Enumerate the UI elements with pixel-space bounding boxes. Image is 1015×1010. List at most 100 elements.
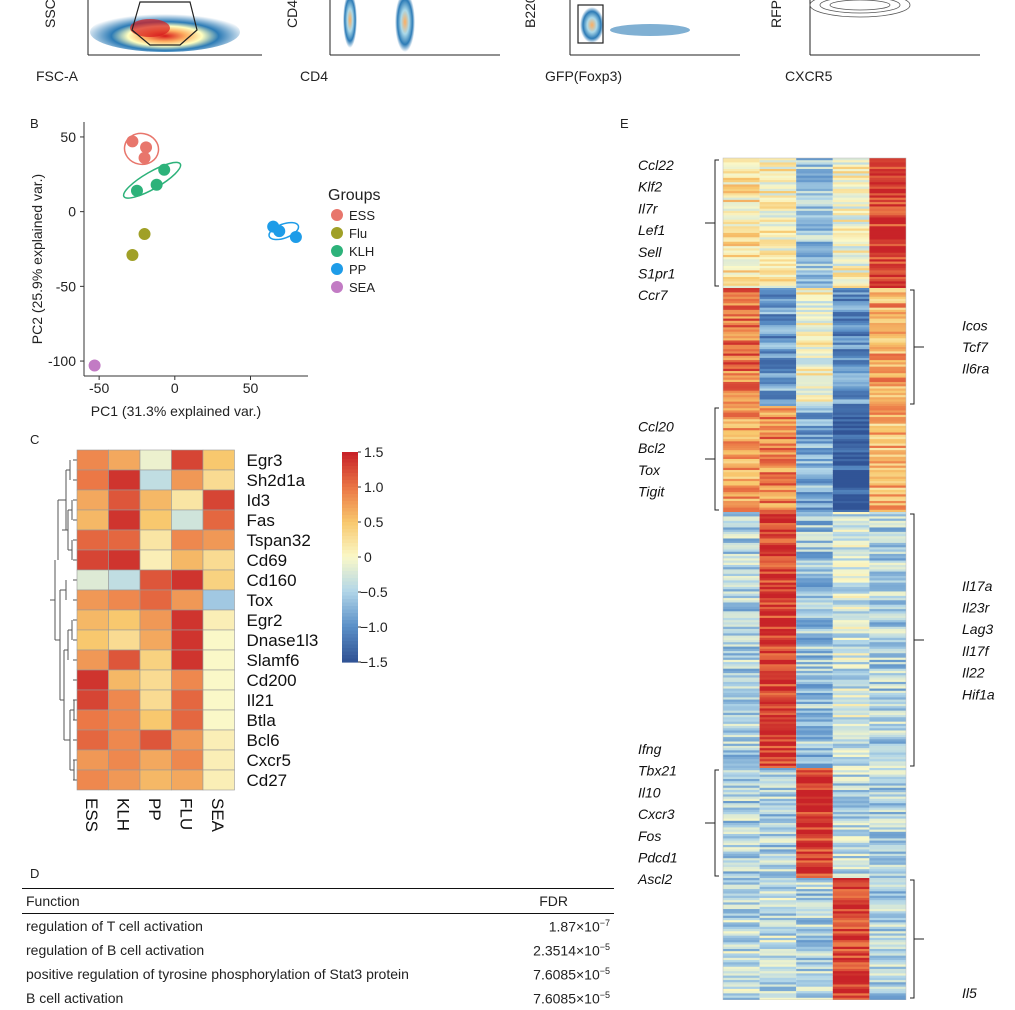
go-table: Function FDR regulation of T cell activa…	[22, 888, 614, 1010]
go-table-row: B cell activation 7.6085×10−5	[22, 986, 614, 1010]
pca-point	[126, 248, 139, 261]
cluster-gene-label: Il22	[962, 665, 985, 681]
flow-plot-cd4-cd44	[329, 0, 500, 56]
heatmap-cell	[171, 449, 204, 471]
go-fdr: 7.6085×10−5	[533, 990, 610, 1007]
heatmap-row-label: Cd27	[247, 771, 288, 790]
pca-y-tick-label: -100	[48, 353, 76, 369]
heatmap-cell	[76, 629, 109, 651]
heatmap-cell	[202, 749, 235, 771]
heatmap-cell	[171, 629, 204, 651]
pca-point	[273, 225, 286, 238]
colorbar-tick-label: 0	[364, 549, 372, 565]
go-fdr: 2.3514×10−5	[533, 942, 610, 959]
pca-point	[289, 231, 302, 244]
heatmap-row-label: Tspan32	[247, 531, 311, 550]
cluster-gene-label: Ccr7	[638, 287, 669, 303]
flow-plot-cxcr5-rfp	[809, 0, 980, 56]
heatmap-cell	[76, 649, 109, 671]
cluster-gene-label: Il23r	[962, 599, 991, 615]
gene-cluster-bracket	[705, 407, 719, 511]
pca-y-label: PC2 (25.9% explained var.)	[29, 174, 45, 344]
cluster-gene-label: Klf2	[638, 179, 662, 195]
panel-c-label: C	[30, 432, 40, 447]
heatmap-cell	[108, 729, 141, 751]
heatmap-row-label: Dnase1l3	[247, 631, 319, 650]
cluster-gene-label: Lag3	[962, 621, 993, 637]
cluster-gene-label: Il5	[962, 985, 977, 1000]
heatmap-row-label: Btla	[247, 711, 277, 730]
heatmap-cell	[139, 629, 172, 651]
heatmap-cell	[108, 669, 141, 691]
heatmap-row-label: Egr3	[247, 451, 283, 470]
heatmap-cell	[202, 729, 235, 751]
colorbar-tick-label: −0.5	[360, 584, 388, 600]
pca-y-tick-label: 50	[60, 129, 76, 145]
heatmap-cell	[76, 749, 109, 771]
heatmap-cell	[202, 509, 235, 531]
heatmap-col-label: ESS	[82, 798, 101, 832]
go-function: regulation of T cell activation	[26, 918, 203, 934]
heatmap-row-label: Fas	[247, 511, 275, 530]
go-table-row: regulation of T cell activation 1.87×10−7	[22, 914, 614, 938]
heatmap-cell	[171, 689, 204, 711]
cluster-gene-label: Il7r	[638, 200, 659, 216]
heatmap-row-label: Tox	[247, 591, 274, 610]
heatmap-cell	[139, 649, 172, 671]
go-fdr: 7.6085×10−5	[533, 966, 610, 983]
header-function: Function	[26, 893, 80, 909]
heatmap-cell	[202, 449, 235, 471]
cluster-gene-label: Tbx21	[638, 763, 677, 779]
heatmap-cell	[76, 609, 109, 631]
cluster-gene-label: Fos	[638, 828, 661, 844]
heatmap-cell	[171, 529, 204, 551]
cluster-gene-label: Hif1a	[962, 686, 995, 702]
pca-legend-swatch	[331, 245, 343, 257]
pca-point	[140, 141, 153, 154]
heatmap-cell	[76, 769, 109, 791]
heatmap-cell	[202, 669, 235, 691]
heatmap-cell	[139, 549, 172, 571]
cluster-gene-label: Il10	[638, 784, 661, 800]
heatmap-cell	[76, 469, 109, 491]
heatmap-cell	[202, 609, 235, 631]
panel-b-label: B	[30, 116, 39, 131]
go-table-row: regulation of B cell activation 2.3514×10…	[22, 938, 614, 962]
heatmap-cell	[202, 529, 235, 551]
heatmap-cell	[171, 569, 204, 591]
flow-xlabel-4: CXCR5	[785, 68, 833, 84]
pca-legend-label: KLH	[349, 244, 374, 259]
heatmap-cell	[139, 709, 172, 731]
heatmap-row-label: Sh2d1a	[247, 471, 306, 490]
cluster-gene-label: Tcf7	[962, 339, 989, 355]
heatmap-cell	[202, 649, 235, 671]
flow-ylabel-4: RFP(Bcl	[768, 0, 784, 28]
cluster-gene-label: Tox	[638, 462, 661, 478]
heatmap-cell	[139, 509, 172, 531]
flow-plot-foxp3-b220	[569, 0, 740, 56]
cluster-gene-label: Icos	[962, 317, 988, 333]
pca-point	[158, 163, 171, 176]
heatmap-row-label: Egr2	[247, 611, 283, 630]
heatmap-cell	[202, 469, 235, 491]
heatmap-row-label: Cd160	[247, 571, 297, 590]
heatmap-cell	[108, 629, 141, 651]
heatmap-cell	[76, 709, 109, 731]
heatmap-cell	[202, 489, 235, 511]
flow-ylabel-2: CD44	[284, 0, 300, 28]
gene-cluster-bracket	[910, 289, 924, 405]
go-table-row: positive regulation of tyrosine phosphor…	[22, 962, 614, 986]
cluster-gene-label: Pdcd1	[638, 850, 678, 866]
heatmap-cell	[139, 689, 172, 711]
heatmap-cell	[76, 729, 109, 751]
pca-x-label: PC1 (31.3% explained var.)	[91, 403, 261, 419]
cluster-heatmap: Ccl22 Klf2 Il7r Lef1 Sell S1pr1 Ccr7 Icos Tcf7 Il…	[637, 157, 995, 1000]
heatmap-row-label: Cd69	[247, 551, 288, 570]
colorbar-tick-label: 0.5	[364, 514, 384, 530]
header-fdr: FDR	[539, 893, 568, 909]
go-function: positive regulation of tyrosine phosphor…	[26, 966, 409, 982]
cluster-gene-label: Il6ra	[962, 361, 989, 377]
heatmap-cell	[171, 769, 204, 791]
pca-x-tick-label: -50	[89, 380, 109, 396]
cluster-gene-label: S1pr1	[638, 266, 675, 282]
